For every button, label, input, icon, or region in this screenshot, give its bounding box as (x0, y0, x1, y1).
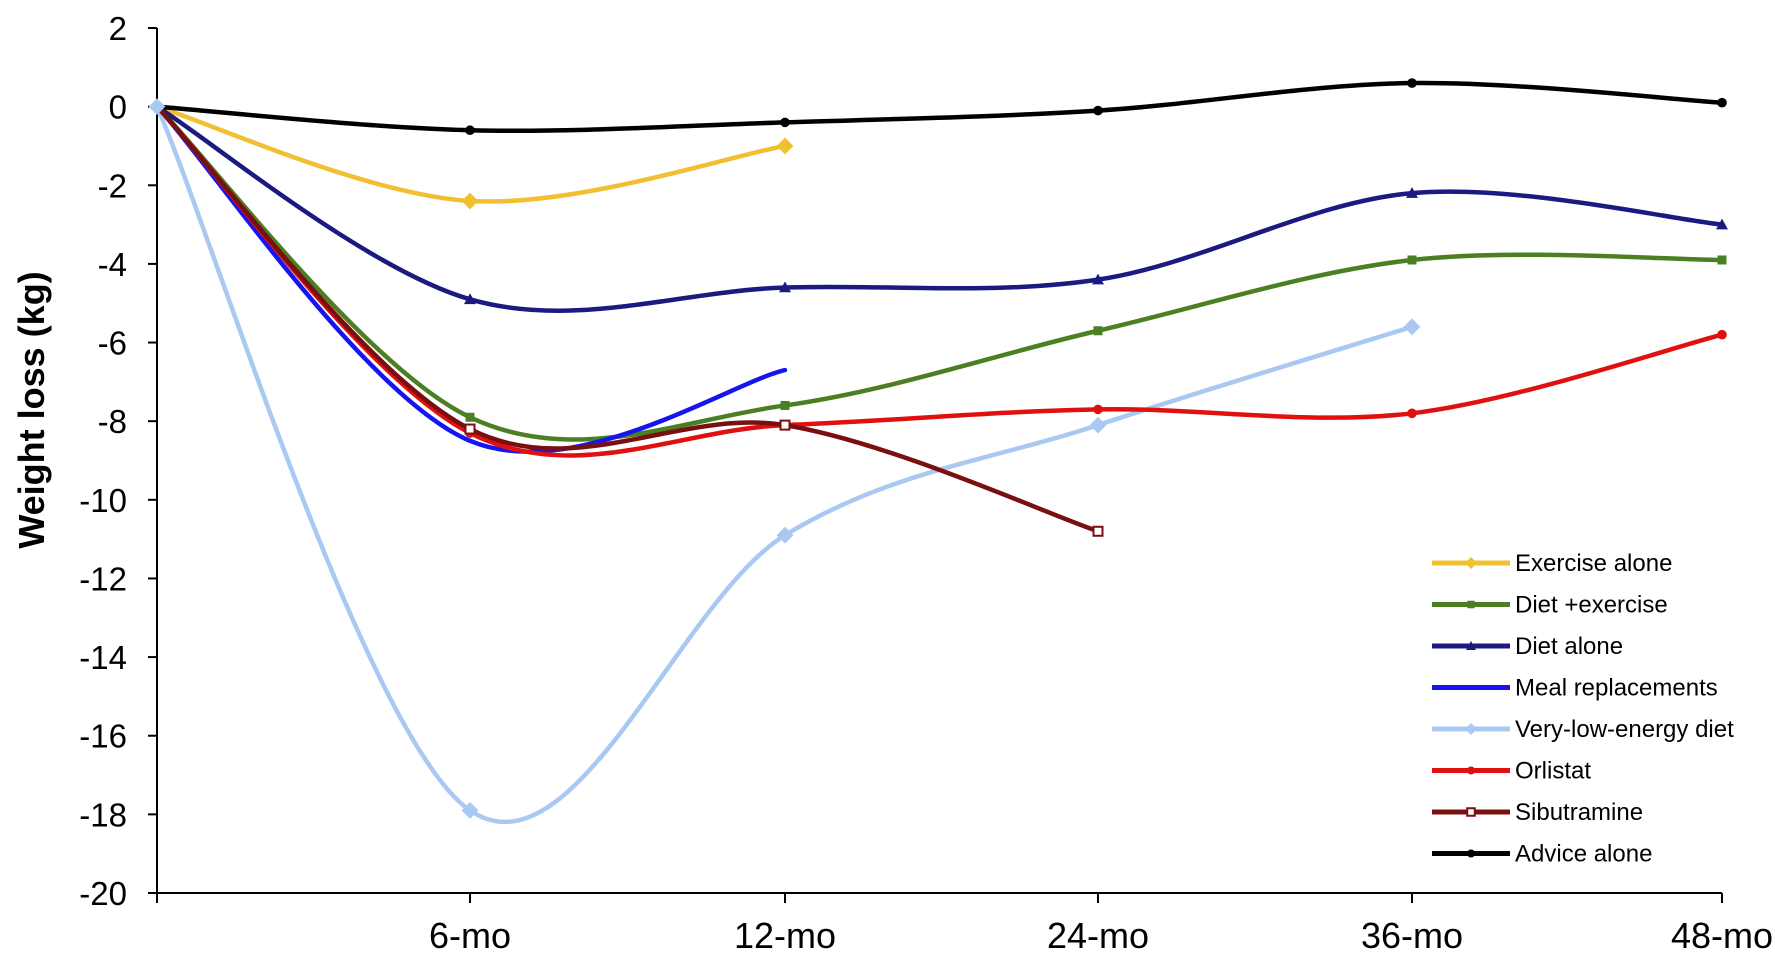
y-tick-label: 2 (109, 10, 127, 47)
y-tick-label: -14 (79, 639, 127, 676)
data-point (779, 281, 791, 293)
x-tick-label: 36-mo (1361, 915, 1463, 956)
legend-marker (1467, 766, 1475, 775)
series-diet-exercise (154, 104, 1727, 442)
data-point (779, 419, 791, 431)
y-tick-label: -20 (79, 875, 127, 912)
data-point (1407, 78, 1417, 88)
x-tick-label: 48-mo (1671, 915, 1773, 956)
data-point (1407, 408, 1417, 419)
y-tick-label: -8 (98, 403, 127, 440)
legend-marker (1466, 807, 1476, 817)
legend-item: Orlistat (1432, 758, 1591, 785)
x-tick-label: 12-mo (734, 915, 836, 956)
series-line (154, 104, 1725, 442)
data-point (464, 293, 476, 305)
legend-marker (1466, 641, 1476, 650)
x-tick-label: 6-mo (429, 915, 511, 956)
legend-label: Very-low-energy diet (1515, 716, 1734, 743)
data-point (1403, 318, 1421, 336)
y-tick-label: -6 (98, 325, 127, 362)
legend-item: Advice alone (1432, 841, 1652, 868)
series-exercise-alone (154, 104, 794, 210)
legend-label: Meal replacements (1515, 675, 1718, 702)
data-point (1717, 255, 1727, 265)
data-point (1716, 218, 1728, 230)
legend-marker (1465, 557, 1477, 569)
series-line (154, 104, 788, 204)
series-layer (148, 78, 1728, 824)
data-point (464, 423, 476, 435)
data-point (780, 400, 790, 410)
y-tick-label: -2 (98, 167, 127, 204)
legend-label: Exercise alone (1515, 550, 1672, 577)
data-point (1092, 525, 1104, 537)
series-advice-alone (154, 78, 1727, 136)
data-point (1717, 329, 1727, 340)
series-line (154, 104, 788, 454)
data-point (461, 802, 479, 819)
y-tick-label: -12 (79, 560, 127, 597)
data-point (1717, 97, 1727, 108)
axes: 2 0 -2 -4 -6 -8 -10 -12 -14 -16 -18 -20 6-mo 12-mo 24-… (79, 10, 1773, 956)
data-point (465, 125, 475, 136)
legend-label: Orlistat (1515, 758, 1591, 785)
legend-item: Diet +exercise (1432, 592, 1668, 619)
legend-marker (1467, 600, 1475, 609)
series-orlistat (154, 104, 1727, 458)
series-very-low-energy-diet (154, 104, 1421, 824)
data-point (465, 412, 475, 422)
legend-marker (1467, 849, 1475, 858)
series-line (154, 104, 1725, 458)
legend: Exercise alone Diet +exercise Diet alone Me… (1432, 550, 1734, 868)
y-tick-label: -10 (79, 482, 127, 519)
legend-item: Very-low-energy diet (1432, 716, 1734, 743)
series-sibutramine (154, 104, 1104, 537)
data-point (776, 526, 794, 544)
data-point (780, 117, 790, 128)
data-point (1093, 105, 1103, 116)
legend-label: Diet +exercise (1515, 592, 1668, 619)
y-axis-label: Weight loss (kg) (11, 271, 52, 548)
legend-label: Advice alone (1515, 841, 1652, 868)
series-line (154, 104, 1415, 824)
legend-item: Meal replacements (1432, 675, 1718, 702)
legend-marker (1465, 723, 1477, 735)
data-point (1089, 416, 1107, 434)
data-point (461, 192, 479, 210)
series-meal-replacements (154, 104, 788, 454)
legend-item: Diet alone (1432, 633, 1623, 660)
data-point (1092, 273, 1104, 285)
series-diet-alone (154, 104, 1728, 313)
data-point (1406, 187, 1418, 198)
data-point (776, 137, 794, 155)
origin-point (148, 98, 166, 116)
y-tick-label: -16 (79, 718, 127, 755)
legend-item: Sibutramine (1432, 799, 1643, 826)
series-line (154, 104, 1101, 534)
legend-label: Sibutramine (1515, 799, 1643, 826)
legend-label: Diet alone (1515, 633, 1623, 660)
series-line (154, 80, 1725, 134)
series-line (154, 104, 1725, 313)
y-tick-label: -4 (98, 246, 127, 283)
data-point (1407, 255, 1417, 265)
data-point (1093, 404, 1103, 415)
x-tick-label: 24-mo (1047, 915, 1149, 956)
y-tick-label: 0 (109, 89, 127, 126)
y-tick-label: -18 (79, 796, 127, 833)
data-point (1093, 326, 1103, 336)
legend-item: Exercise alone (1432, 550, 1672, 577)
